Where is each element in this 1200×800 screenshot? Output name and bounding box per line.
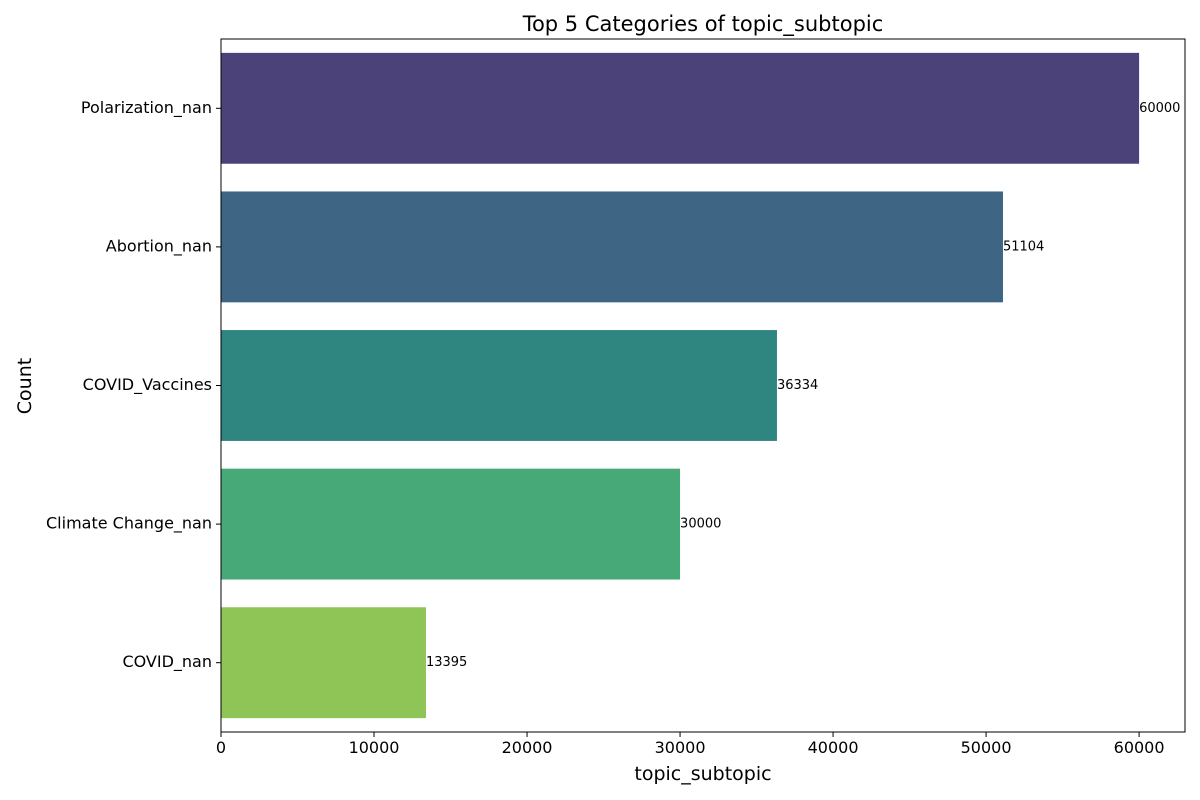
data-labels-group: 60000 51104 36334 30000 13395 xyxy=(426,101,1180,670)
x-tick-label-3: 30000 xyxy=(655,738,706,757)
data-label-4: 13395 xyxy=(426,655,467,670)
x-tick-label-4: 40000 xyxy=(808,738,859,757)
bars-group xyxy=(221,52,1140,719)
chart-title: Top 5 Categories of topic_subtopic xyxy=(522,12,884,37)
bar-1 xyxy=(221,191,1003,303)
y-axis-ticks: Polarization_nan Abortion_nan COVID_Vaccin… xyxy=(46,98,221,672)
x-tick-label-5: 50000 xyxy=(961,738,1012,757)
y-axis-label: Count xyxy=(14,358,36,414)
x-axis-label: topic_subtopic xyxy=(634,763,771,785)
data-label-1: 51104 xyxy=(1003,239,1044,254)
x-axis-ticks: 0 10000 20000 30000 40000 50000 60000 xyxy=(216,732,1165,757)
data-label-2: 36334 xyxy=(777,378,818,393)
y-tick-label-1: Abortion_nan xyxy=(106,236,212,256)
data-label-0: 60000 xyxy=(1139,101,1180,116)
x-tick-label-1: 10000 xyxy=(349,738,400,757)
y-tick-label-3: Climate Change_nan xyxy=(46,514,212,534)
bar-0 xyxy=(221,52,1140,164)
x-tick-label-6: 60000 xyxy=(1114,738,1165,757)
y-tick-label-4: COVID_nan xyxy=(122,652,212,672)
bar-3 xyxy=(221,468,681,580)
data-label-3: 30000 xyxy=(680,517,721,532)
y-tick-label-2: COVID_Vaccines xyxy=(83,375,212,395)
y-tick-label-0: Polarization_nan xyxy=(81,98,212,118)
bar-2 xyxy=(221,330,777,441)
plot-frame xyxy=(220,38,1186,733)
bar-4 xyxy=(221,607,426,719)
x-tick-label-0: 0 xyxy=(216,738,226,757)
x-tick-label-2: 20000 xyxy=(502,738,553,757)
